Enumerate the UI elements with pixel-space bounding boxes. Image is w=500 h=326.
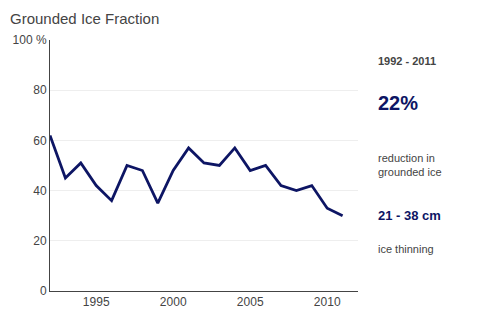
svg-text:1995: 1995 — [83, 295, 110, 309]
svg-text:1992 - 2011: 1992 - 2011 — [378, 55, 436, 67]
svg-text:40: 40 — [33, 184, 47, 198]
svg-text:80: 80 — [33, 83, 47, 97]
svg-text:2005: 2005 — [237, 295, 264, 309]
svg-text:22%: 22% — [378, 92, 418, 114]
svg-text:60: 60 — [33, 134, 47, 148]
svg-text:2000: 2000 — [160, 295, 187, 309]
svg-text:ice thinning: ice thinning — [378, 243, 434, 255]
svg-text:Grounded Ice Fraction: Grounded Ice Fraction — [10, 10, 159, 27]
svg-text:100 %: 100 % — [13, 33, 47, 47]
svg-text:2010: 2010 — [314, 295, 341, 309]
svg-text:reduction ingrounded ice: reduction ingrounded ice — [378, 152, 442, 178]
svg-text:21 - 38 cm: 21 - 38 cm — [378, 208, 441, 223]
svg-text:20: 20 — [33, 234, 47, 248]
svg-text:0: 0 — [40, 284, 47, 298]
